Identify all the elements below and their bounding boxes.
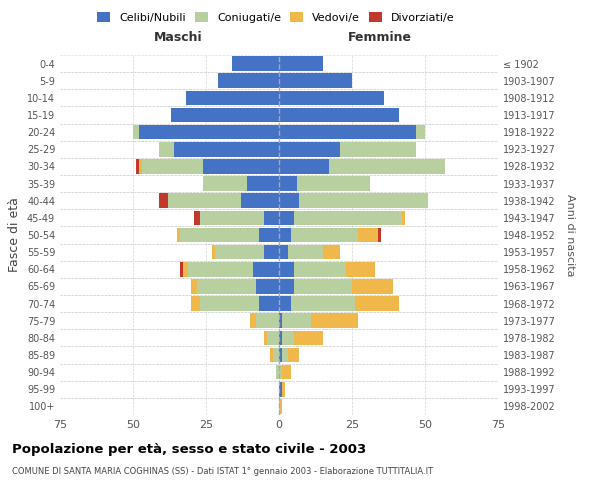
- Bar: [279, 365, 282, 380]
- Bar: [265, 330, 268, 345]
- Bar: [273, 348, 279, 362]
- Bar: [197, 279, 256, 293]
- Bar: [191, 296, 200, 311]
- Bar: [282, 314, 311, 328]
- Bar: [282, 348, 288, 362]
- Bar: [203, 159, 279, 174]
- Bar: [279, 245, 288, 260]
- Bar: [177, 228, 180, 242]
- Bar: [133, 125, 139, 140]
- Bar: [279, 279, 293, 293]
- Bar: [136, 159, 139, 174]
- Bar: [279, 399, 282, 413]
- Bar: [241, 194, 279, 208]
- Bar: [256, 279, 279, 293]
- Bar: [293, 279, 352, 293]
- Bar: [282, 330, 293, 345]
- Bar: [279, 296, 290, 311]
- Bar: [279, 108, 399, 122]
- Bar: [293, 330, 323, 345]
- Text: Femmine: Femmine: [348, 31, 412, 44]
- Bar: [139, 159, 142, 174]
- Bar: [279, 74, 352, 88]
- Bar: [378, 228, 381, 242]
- Bar: [293, 262, 346, 276]
- Bar: [185, 90, 279, 105]
- Bar: [279, 210, 293, 225]
- Bar: [191, 279, 197, 293]
- Bar: [288, 348, 299, 362]
- Bar: [279, 56, 323, 71]
- Bar: [265, 245, 279, 260]
- Bar: [279, 348, 282, 362]
- Bar: [218, 74, 279, 88]
- Bar: [279, 262, 293, 276]
- Bar: [247, 176, 279, 191]
- Bar: [340, 142, 416, 156]
- Bar: [159, 142, 174, 156]
- Bar: [259, 296, 279, 311]
- Y-axis label: Fasce di età: Fasce di età: [8, 198, 21, 272]
- Bar: [279, 314, 282, 328]
- Bar: [296, 176, 370, 191]
- Bar: [203, 176, 247, 191]
- Text: Popolazione per età, sesso e stato civile - 2003: Popolazione per età, sesso e stato civil…: [12, 442, 366, 456]
- Bar: [401, 210, 404, 225]
- Bar: [265, 210, 279, 225]
- Bar: [256, 314, 279, 328]
- Bar: [232, 56, 279, 71]
- Legend: Celibi/Nubili, Coniugati/e, Vedovi/e, Divorziati/e: Celibi/Nubili, Coniugati/e, Vedovi/e, Di…: [93, 8, 459, 28]
- Text: COMUNE DI SANTA MARIA COGHINAS (SS) - Dati ISTAT 1° gennaio 2003 - Elaborazione : COMUNE DI SANTA MARIA COGHINAS (SS) - Da…: [12, 468, 433, 476]
- Bar: [180, 228, 259, 242]
- Bar: [171, 108, 279, 122]
- Bar: [253, 262, 279, 276]
- Bar: [200, 210, 265, 225]
- Bar: [358, 228, 378, 242]
- Bar: [259, 228, 279, 242]
- Bar: [290, 296, 355, 311]
- Bar: [270, 348, 273, 362]
- Bar: [299, 194, 428, 208]
- Bar: [282, 382, 285, 396]
- Bar: [215, 245, 265, 260]
- Bar: [276, 365, 279, 380]
- Bar: [288, 245, 323, 260]
- Bar: [279, 176, 296, 191]
- Bar: [200, 296, 259, 311]
- Y-axis label: Anni di nascita: Anni di nascita: [565, 194, 575, 276]
- Bar: [279, 125, 416, 140]
- Bar: [182, 262, 188, 276]
- Bar: [159, 194, 168, 208]
- Bar: [194, 210, 200, 225]
- Text: Maschi: Maschi: [154, 31, 203, 44]
- Bar: [323, 245, 340, 260]
- Bar: [139, 125, 279, 140]
- Bar: [174, 142, 279, 156]
- Bar: [188, 262, 253, 276]
- Bar: [355, 296, 399, 311]
- Bar: [346, 262, 376, 276]
- Bar: [282, 365, 290, 380]
- Bar: [352, 279, 393, 293]
- Bar: [168, 194, 241, 208]
- Bar: [279, 194, 299, 208]
- Bar: [279, 142, 340, 156]
- Bar: [290, 228, 358, 242]
- Bar: [142, 159, 203, 174]
- Bar: [212, 245, 215, 260]
- Bar: [279, 330, 282, 345]
- Bar: [279, 90, 384, 105]
- Bar: [250, 314, 256, 328]
- Bar: [279, 159, 329, 174]
- Bar: [329, 159, 445, 174]
- Bar: [311, 314, 358, 328]
- Bar: [279, 228, 290, 242]
- Bar: [416, 125, 425, 140]
- Bar: [279, 382, 282, 396]
- Bar: [293, 210, 401, 225]
- Bar: [268, 330, 279, 345]
- Bar: [180, 262, 182, 276]
